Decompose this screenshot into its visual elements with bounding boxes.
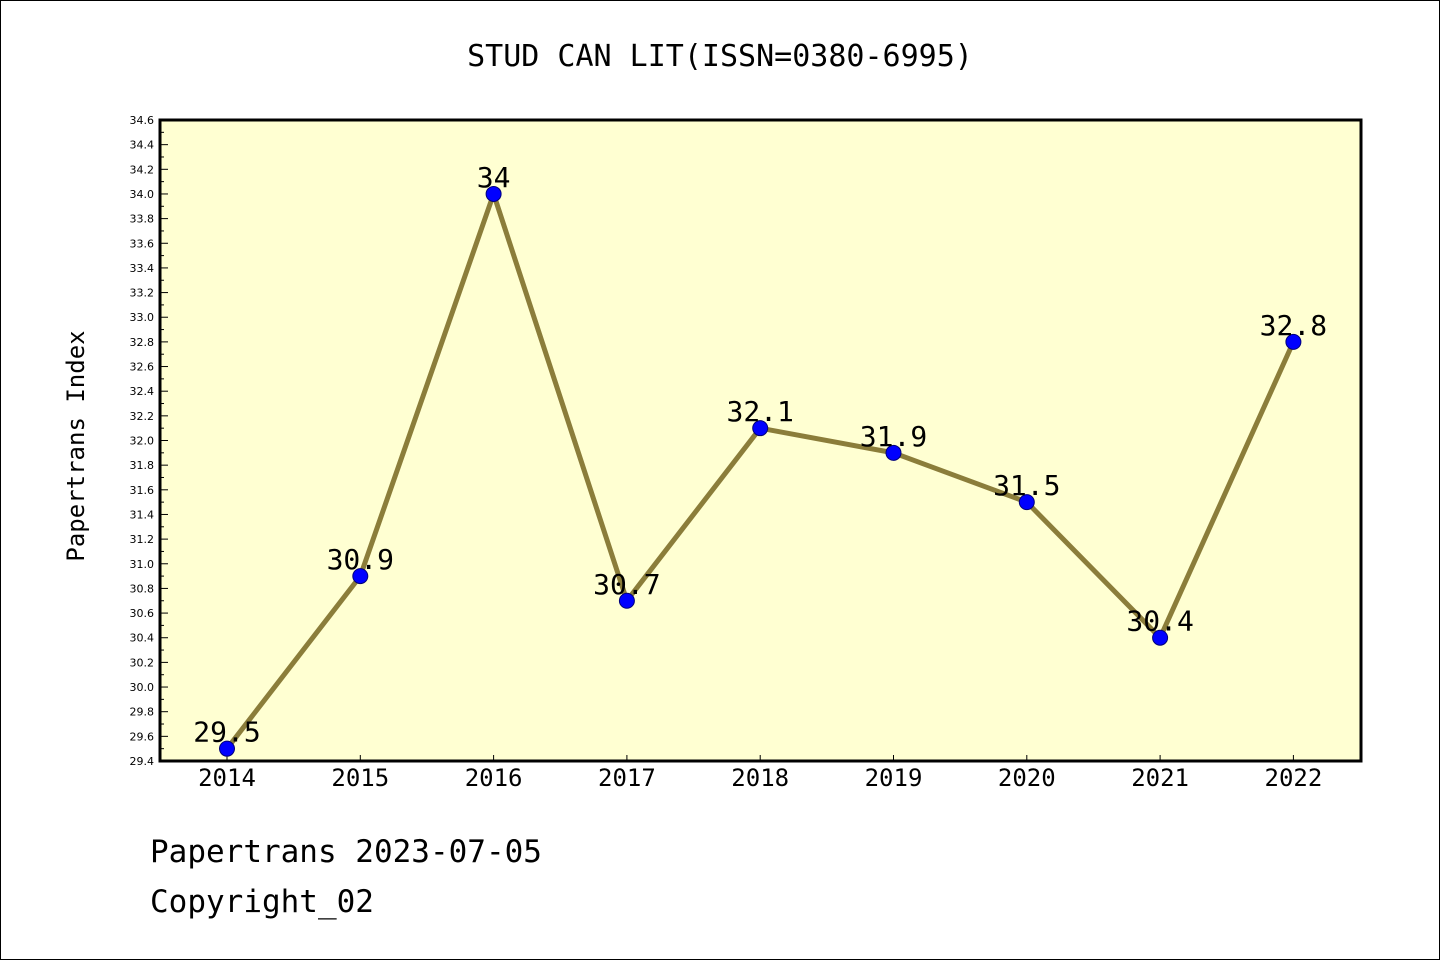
data-point bbox=[219, 740, 235, 757]
data-label: 31.9 bbox=[860, 420, 927, 453]
y-tick-label: 32.0 bbox=[130, 435, 155, 448]
x-tick-label: 2017 bbox=[598, 764, 656, 792]
data-point bbox=[1152, 629, 1169, 646]
data-point bbox=[485, 185, 502, 202]
y-tick-label: 29.8 bbox=[130, 706, 155, 719]
y-tick-label: 30.8 bbox=[130, 582, 155, 595]
y-tick-label: 31.6 bbox=[130, 484, 155, 497]
y-tick-label: 30.2 bbox=[130, 656, 155, 669]
y-tick-label: 30.0 bbox=[130, 681, 155, 694]
data-label: 30.4 bbox=[1126, 605, 1193, 638]
y-tick-label: 29.4 bbox=[130, 755, 155, 768]
data-label: 30.7 bbox=[593, 568, 660, 601]
y-tick-label: 33.0 bbox=[130, 311, 155, 324]
x-tick-label: 2015 bbox=[331, 764, 389, 792]
y-tick-label: 34.4 bbox=[130, 139, 155, 152]
y-tick-label: 31.0 bbox=[130, 558, 155, 571]
y-tick-label: 33.6 bbox=[130, 237, 155, 250]
y-axis-ticks: 29.4 29.6 29.8 30.0 30.2 30.4 30.6 30.8 31.0 31.2… bbox=[130, 114, 168, 768]
y-tick-label: 32.4 bbox=[130, 385, 155, 398]
footer-copyright: Copyright_02 bbox=[150, 884, 374, 920]
y-tick-label: 30.4 bbox=[130, 632, 155, 645]
y-tick-label: 34.2 bbox=[130, 163, 155, 176]
data-label: 32.8 bbox=[1260, 309, 1327, 342]
x-axis-ticks: 2014 2015 2016 2017 2018 2019 2020 2021 2022 bbox=[198, 755, 1322, 792]
y-tick-label: 32.8 bbox=[130, 336, 155, 349]
data-point bbox=[752, 420, 769, 437]
data-point bbox=[1285, 333, 1302, 350]
x-tick-label: 2018 bbox=[731, 764, 789, 792]
data-point bbox=[1018, 494, 1035, 511]
x-tick-label: 2016 bbox=[465, 764, 523, 792]
data-point bbox=[352, 568, 369, 585]
y-tick-label: 34.6 bbox=[130, 114, 155, 127]
y-tick-label: 29.6 bbox=[130, 730, 155, 743]
data-labels: 29.5 30.9 34 30.7 32.1 31.9 31.5 30.4 32.8 bbox=[193, 161, 1327, 749]
y-tick-label: 31.4 bbox=[130, 508, 155, 521]
y-tick-label: 33.4 bbox=[130, 262, 155, 275]
plot-area bbox=[158, 118, 1363, 763]
y-tick-label: 32.2 bbox=[130, 410, 155, 423]
x-tick-label: 2020 bbox=[998, 764, 1056, 792]
x-tick-label: 2019 bbox=[865, 764, 923, 792]
data-label: 34 bbox=[477, 161, 511, 194]
y-tick-label: 33.8 bbox=[130, 213, 155, 226]
chart-title: STUD CAN LIT(ISSN=0380-6995) bbox=[467, 39, 973, 74]
data-label: 32.1 bbox=[726, 395, 793, 428]
data-label: 30.9 bbox=[327, 543, 394, 576]
data-point bbox=[885, 444, 902, 461]
y-tick-label: 33.2 bbox=[130, 287, 155, 300]
y-tick-label: 31.2 bbox=[130, 533, 155, 546]
data-point bbox=[618, 592, 635, 609]
y-axis-label: Papertrans Index bbox=[62, 330, 90, 561]
y-tick-label: 34.0 bbox=[130, 188, 155, 201]
y-tick-label: 32.6 bbox=[130, 361, 155, 374]
y-tick-label: 31.8 bbox=[130, 459, 155, 472]
y-tick-label: 30.6 bbox=[130, 607, 155, 620]
footer-date: Papertrans 2023-07-05 bbox=[150, 834, 542, 870]
data-label: 31.5 bbox=[993, 469, 1060, 502]
x-tick-label: 2022 bbox=[1265, 764, 1323, 792]
x-tick-label: 2014 bbox=[198, 764, 256, 792]
series-markers bbox=[219, 185, 1302, 757]
data-label: 29.5 bbox=[193, 716, 260, 749]
x-tick-label: 2021 bbox=[1131, 764, 1189, 792]
